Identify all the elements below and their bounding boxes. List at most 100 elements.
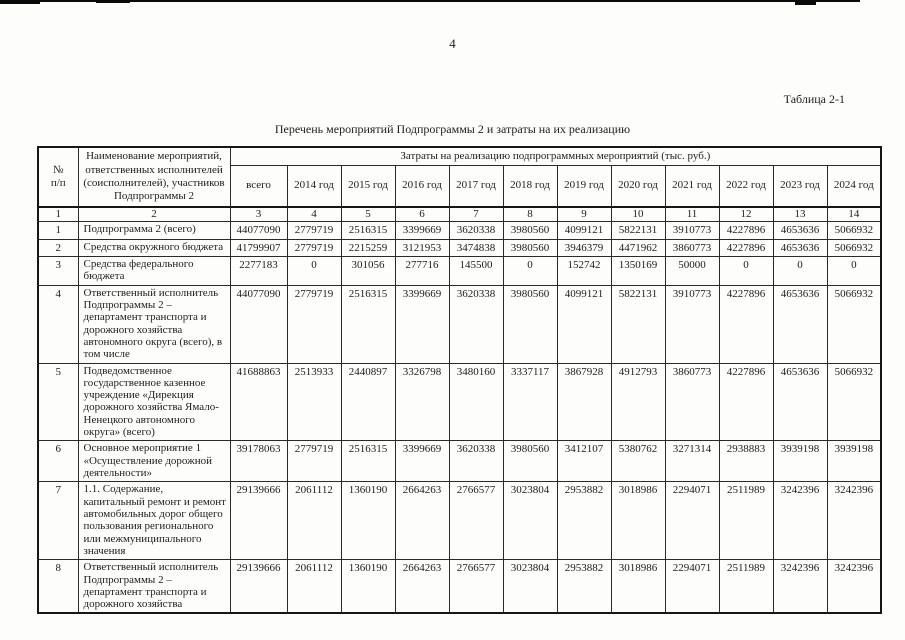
row-value: 44077090 xyxy=(229,221,288,240)
row-value: 2440897 xyxy=(340,362,396,442)
row-value: 4653636 xyxy=(772,362,828,442)
row-value: 3412107 xyxy=(556,440,612,483)
row-value: 2277183 xyxy=(229,256,288,286)
row-value: 5380762 xyxy=(610,440,666,483)
column-number: 14 xyxy=(826,205,882,223)
row-value: 3023804 xyxy=(502,559,558,614)
row-value: 3910773 xyxy=(664,221,720,240)
row-value: 152742 xyxy=(556,256,612,286)
row-value: 2215259 xyxy=(340,238,396,258)
row-value: 0 xyxy=(286,256,342,286)
row-value: 5066932 xyxy=(826,284,882,364)
col-header-name: Наименование мероприятий, ответственных … xyxy=(77,146,231,208)
column-number: 12 xyxy=(718,205,774,223)
column-number: 10 xyxy=(610,205,666,223)
row-value: 3980560 xyxy=(502,284,558,364)
row-value: 3271314 xyxy=(664,440,720,483)
row-number: 4 xyxy=(37,284,79,364)
row-number: 8 xyxy=(37,559,79,614)
row-value: 2766577 xyxy=(448,481,504,561)
table-label: Таблица 2-1 xyxy=(783,92,845,106)
year-col-header: 2020 год xyxy=(610,165,666,208)
row-value: 2511989 xyxy=(718,559,774,614)
row-value: 0 xyxy=(718,256,774,286)
page-number: 4 xyxy=(449,36,456,51)
row-value: 29139666 xyxy=(229,481,288,561)
column-number: 11 xyxy=(664,205,720,223)
row-value: 3980560 xyxy=(502,440,558,483)
row-value: 4653636 xyxy=(772,284,828,364)
numbering-row: 1 2 3 4 5 6 7 8 9 10 11 12 13 14 xyxy=(37,205,882,223)
row-value: 3946379 xyxy=(556,238,612,258)
year-col-header: 2019 год xyxy=(556,165,612,208)
row-name: 1.1. Содержание, капитальный ремонт и ре… xyxy=(77,481,231,561)
year-col-header: 2021 год xyxy=(664,165,720,208)
col-header-num: № п/п xyxy=(37,146,79,208)
year-col-header: всего xyxy=(229,165,288,208)
row-value: 4471962 xyxy=(610,238,666,258)
scan-artifact-blob xyxy=(795,0,816,5)
row-value: 3980560 xyxy=(502,221,558,240)
row-value: 2513933 xyxy=(286,362,342,442)
row-value: 0 xyxy=(502,256,558,286)
row-value: 3620338 xyxy=(448,284,504,364)
col-header-costs: Затраты на реализацию подпрограммных мер… xyxy=(229,146,882,167)
row-value: 2938883 xyxy=(718,440,774,483)
column-number: 1 xyxy=(37,205,79,223)
row-value: 301056 xyxy=(340,256,396,286)
row-value: 3242396 xyxy=(826,559,882,614)
table-row: 2 Средства окружного бюджета 41799907 27797… xyxy=(37,238,882,258)
year-col-header: 2017 год xyxy=(448,165,504,208)
scan-artifact-blob xyxy=(0,0,40,4)
row-value: 2953882 xyxy=(556,481,612,561)
row-value: 4227896 xyxy=(718,362,774,442)
table-row: 5 Подведомственное государственное казенн… xyxy=(37,362,882,442)
row-value: 3399669 xyxy=(394,284,450,364)
row-value: 3242396 xyxy=(772,559,828,614)
row-value: 3399669 xyxy=(394,440,450,483)
row-value: 3860773 xyxy=(664,238,720,258)
year-col-header: 2018 год xyxy=(502,165,558,208)
row-value: 2061112 xyxy=(286,559,342,614)
row-value: 4099121 xyxy=(556,284,612,364)
costs-table: № п/п Наименование мероприятий, ответств… xyxy=(37,146,883,615)
row-value: 5822131 xyxy=(610,221,666,240)
year-col-header: 2022 год xyxy=(718,165,774,208)
row-value: 3018986 xyxy=(610,481,666,561)
row-value: 3399669 xyxy=(394,221,450,240)
row-number: 7 xyxy=(37,481,79,561)
row-value: 2294071 xyxy=(664,559,720,614)
row-name: Средства федерального бюджета xyxy=(77,256,231,286)
row-value: 4227896 xyxy=(718,221,774,240)
table-row: 8 Ответственный исполнитель Подпрограммы … xyxy=(37,559,882,614)
table-row: 1 Подпрограмма 2 (всего) 44077090 2779719 25… xyxy=(37,221,882,240)
row-value: 277716 xyxy=(394,256,450,286)
table-row: 3 Средства федерального бюджета 2277183 0 30… xyxy=(37,256,882,286)
row-number: 3 xyxy=(37,256,79,286)
row-name: Основное мероприятие 1 «Осуществление до… xyxy=(77,440,231,483)
year-col-header: 2014 год xyxy=(286,165,342,208)
table-row: 7 1.1. Содержание, капитальный ремонт и р… xyxy=(37,481,882,561)
row-value: 3910773 xyxy=(664,284,720,364)
row-name: Подпрограмма 2 (всего) xyxy=(77,221,231,240)
row-value: 3939198 xyxy=(826,440,882,483)
row-value: 4912793 xyxy=(610,362,666,442)
row-value: 0 xyxy=(772,256,828,286)
row-value: 3121953 xyxy=(394,238,450,258)
row-value: 145500 xyxy=(448,256,504,286)
row-value: 3023804 xyxy=(502,481,558,561)
year-col-header: 2023 год xyxy=(772,165,828,208)
scan-artifact-line xyxy=(0,0,860,2)
row-value: 29139666 xyxy=(229,559,288,614)
row-value: 2766577 xyxy=(448,559,504,614)
column-number: 7 xyxy=(448,205,504,223)
row-value: 2779719 xyxy=(286,221,342,240)
column-number: 9 xyxy=(556,205,612,223)
row-value: 5066932 xyxy=(826,362,882,442)
document-page: 4 Таблица 2-1 Перечень мероприятий Подпр… xyxy=(0,0,883,615)
row-value: 41688863 xyxy=(229,362,288,442)
row-value: 3860773 xyxy=(664,362,720,442)
row-value: 2953882 xyxy=(556,559,612,614)
row-number: 1 xyxy=(37,221,79,240)
year-col-header: 2015 год xyxy=(340,165,396,208)
